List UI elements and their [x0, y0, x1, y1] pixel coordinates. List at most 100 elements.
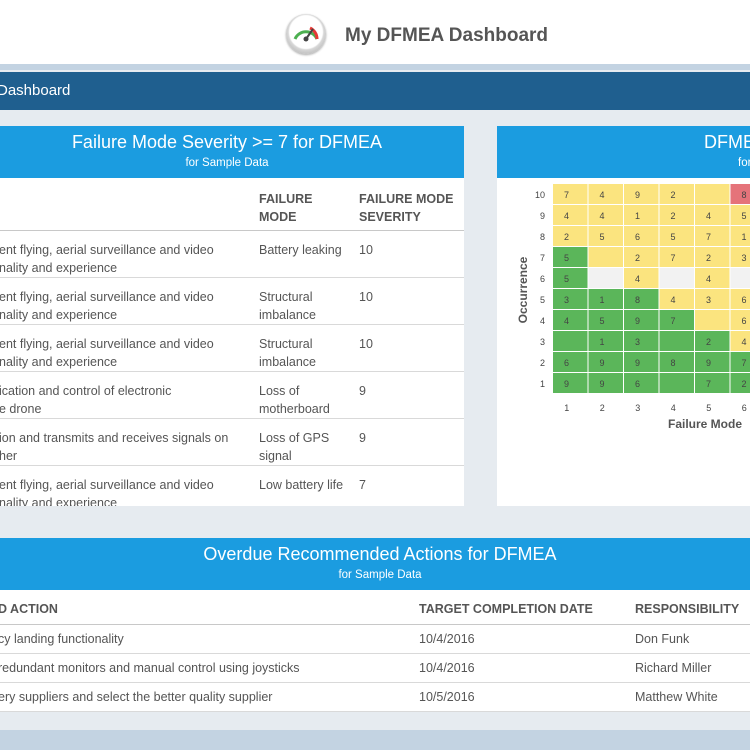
severity-cell: 7: [359, 478, 366, 492]
matrix-cell[interactable]: [659, 310, 695, 330]
matrix-cell[interactable]: [695, 226, 730, 246]
matrix-cell[interactable]: [588, 247, 624, 267]
column-header-failure-mode[interactable]: FAILURE MODE: [259, 192, 313, 224]
matrix-cell[interactable]: [730, 352, 750, 372]
matrix-cell[interactable]: [588, 268, 624, 288]
matrix-cell[interactable]: [588, 205, 624, 225]
matrix-cell[interactable]: [553, 310, 588, 330]
nav-dashboard-link[interactable]: Dashboard: [0, 82, 71, 99]
matrix-cell[interactable]: [730, 310, 750, 330]
matrix-cell[interactable]: [695, 310, 730, 330]
matrix-cell[interactable]: [624, 247, 659, 267]
table-row[interactable]: ery suppliers and select the better qual…: [0, 683, 750, 712]
matrix-cell-value: 9: [600, 379, 605, 389]
matrix-cell-value: 1: [600, 295, 605, 305]
matrix-cell[interactable]: [588, 331, 624, 351]
matrix-cell-value: 2: [706, 253, 711, 263]
matrix-cell[interactable]: [730, 247, 750, 267]
matrix-cell[interactable]: [553, 247, 588, 267]
matrix-cell[interactable]: [730, 373, 750, 393]
matrix-cell[interactable]: [588, 352, 624, 372]
matrix-cell[interactable]: [695, 247, 730, 267]
row-divider: [0, 324, 464, 325]
matrix-cell-value: 4: [600, 190, 605, 200]
matrix-cell[interactable]: [624, 226, 659, 246]
matrix-cell[interactable]: [659, 205, 695, 225]
column-header-severity[interactable]: FAILURE MODE SEVERITY: [359, 192, 454, 224]
matrix-cell[interactable]: [659, 184, 695, 204]
matrix-cell[interactable]: [730, 331, 750, 351]
matrix-cell[interactable]: [695, 184, 730, 204]
matrix-cell[interactable]: [730, 226, 750, 246]
matrix-cell[interactable]: [695, 331, 730, 351]
matrix-cell[interactable]: [659, 331, 695, 351]
matrix-cell[interactable]: [624, 184, 659, 204]
matrix-cell[interactable]: [553, 268, 588, 288]
matrix-cell[interactable]: [730, 205, 750, 225]
x-tick-label: 4: [671, 403, 676, 413]
matrix-cell-value: 4: [742, 337, 747, 347]
matrix-cell[interactable]: [659, 373, 695, 393]
matrix-cell[interactable]: [695, 289, 730, 309]
y-tick-label: 2: [540, 358, 545, 368]
column-header-action[interactable]: D ACTION: [0, 602, 58, 616]
matrix-cell-value: 4: [706, 211, 711, 221]
matrix-cell[interactable]: [624, 268, 659, 288]
matrix-cell[interactable]: [624, 310, 659, 330]
matrix-cell[interactable]: [695, 352, 730, 372]
matrix-cell[interactable]: [624, 289, 659, 309]
matrix-cell[interactable]: [553, 289, 588, 309]
matrix-cell[interactable]: [659, 352, 695, 372]
matrix-cell[interactable]: [730, 184, 750, 204]
function-cell: nality and experience: [0, 496, 118, 506]
table-row[interactable]: ent flying, aerial surveillance and vide…: [0, 231, 464, 278]
matrix-cell[interactable]: [588, 310, 624, 330]
matrix-cell-value: 7: [706, 379, 711, 389]
matrix-cell[interactable]: [553, 205, 588, 225]
column-header-responsibility[interactable]: RESPONSIBILITY: [635, 602, 740, 616]
table-row[interactable]: ent flying, aerial surveillance and vide…: [0, 278, 464, 325]
matrix-cell[interactable]: [730, 289, 750, 309]
nav-bar: Dashboard: [0, 72, 750, 110]
matrix-cell[interactable]: [659, 289, 695, 309]
matrix-cell[interactable]: [624, 205, 659, 225]
matrix-cell[interactable]: [588, 289, 624, 309]
table-row[interactable]: ent flying, aerial surveillance and vide…: [0, 466, 464, 506]
matrix-cell[interactable]: [553, 331, 588, 351]
action-cell: cy landing functionality: [0, 632, 124, 646]
x-axis-label: Failure Mode: [668, 417, 742, 431]
table-row[interactable]: ication and control of electronic e drone…: [0, 372, 464, 419]
matrix-cell[interactable]: [695, 205, 730, 225]
target-date-cell: 10/4/2016: [419, 632, 475, 646]
matrix-cell[interactable]: [659, 247, 695, 267]
matrix-cell[interactable]: [624, 331, 659, 351]
column-header-target-date[interactable]: TARGET COMPLETION DATE: [419, 602, 593, 616]
matrix-cell[interactable]: [553, 226, 588, 246]
y-tick-label: 9: [540, 211, 545, 221]
x-tick-label: 6: [742, 403, 747, 413]
matrix-cell[interactable]: [588, 373, 624, 393]
matrix-cell[interactable]: [553, 352, 588, 372]
row-divider: [0, 682, 750, 683]
table-row[interactable]: ion and transmits and receives signals o…: [0, 419, 464, 466]
matrix-cell-value: 5: [564, 274, 569, 284]
matrix-cell[interactable]: [695, 373, 730, 393]
matrix-cell-value: 4: [706, 274, 711, 284]
matrix-cell[interactable]: [624, 373, 659, 393]
matrix-cell-value: 9: [635, 190, 640, 200]
matrix-cell-value: 4: [671, 295, 676, 305]
failure-mode-cell: Loss of GPS: [259, 431, 330, 445]
matrix-cell[interactable]: [588, 226, 624, 246]
matrix-cell[interactable]: [659, 268, 695, 288]
matrix-cell[interactable]: [659, 226, 695, 246]
table-row[interactable]: cy landing functionality 10/4/2016 Don Fun…: [0, 625, 750, 654]
matrix-cell[interactable]: [695, 268, 730, 288]
matrix-cell[interactable]: [588, 184, 624, 204]
table-row[interactable]: redundant monitors and manual control us…: [0, 654, 750, 683]
matrix-cell[interactable]: [553, 184, 588, 204]
matrix-cell[interactable]: [730, 268, 750, 288]
failure-mode-cell: Battery leaking: [259, 243, 342, 257]
matrix-cell[interactable]: [624, 352, 659, 372]
table-row[interactable]: ent flying, aerial surveillance and vide…: [0, 325, 464, 372]
matrix-cell[interactable]: [553, 373, 588, 393]
